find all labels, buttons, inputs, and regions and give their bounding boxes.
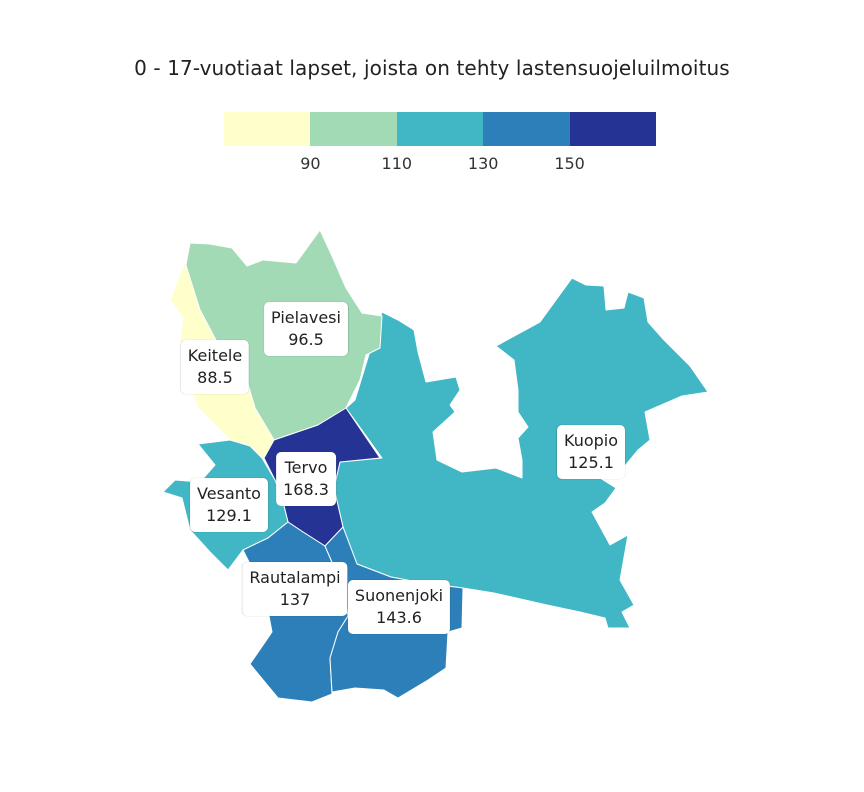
legend-swatch-4	[483, 112, 570, 146]
region-label-suonenjoki: Suonenjoki 143.6	[347, 580, 451, 634]
legend-tick-130: 130	[467, 154, 499, 173]
region-name: Kuopio	[563, 431, 619, 450]
color-legend: 90 110 130 150	[224, 112, 656, 173]
legend-swatch-3	[396, 112, 484, 146]
region-name: Pielavesi	[271, 308, 341, 327]
region-value: 168.3	[283, 480, 329, 499]
region-label-rautalampi: Rautalampi 137	[242, 562, 348, 616]
legend-tick-90: 90	[300, 154, 321, 173]
region-value: 143.6	[376, 608, 422, 627]
region-label-vesanto: Vesanto 129.1	[190, 478, 268, 532]
region-label-kuopio: Kuopio 125.1	[556, 425, 626, 479]
legend-swatch-5	[569, 112, 656, 146]
region-name: Suonenjoki	[354, 586, 444, 605]
region-name: Rautalampi	[249, 568, 341, 587]
region-kuopio[interactable]	[333, 277, 709, 629]
legend-swatch-1	[224, 112, 311, 146]
legend-tick-110: 110	[381, 154, 413, 173]
region-value: 88.5	[197, 368, 233, 387]
region-label-pielavesi: Pielavesi 96.5	[264, 302, 348, 356]
region-name: Vesanto	[197, 484, 261, 503]
region-label-keitele: Keitele 88.5	[180, 340, 250, 394]
legend-swatch-2	[310, 112, 397, 146]
region-label-tervo: Tervo 168.3	[276, 452, 336, 506]
map-title: 0 - 17-vuotiaat lapset, joista on tehty …	[134, 56, 730, 80]
region-value: 125.1	[568, 453, 614, 472]
region-name: Tervo	[284, 458, 328, 477]
region-value: 129.1	[206, 506, 252, 525]
region-name: Keitele	[187, 346, 243, 365]
region-value: 96.5	[288, 330, 324, 349]
legend-tick-150: 150	[554, 154, 585, 173]
region-value: 137	[279, 590, 311, 609]
